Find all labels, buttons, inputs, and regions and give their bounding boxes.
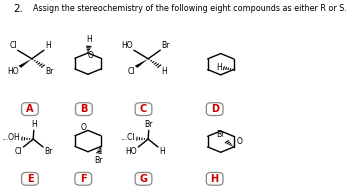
Text: HO: HO <box>126 147 137 157</box>
Text: F: F <box>80 174 86 184</box>
Text: D: D <box>211 104 219 114</box>
Text: HO: HO <box>7 67 19 76</box>
Text: ...Cl: ...Cl <box>120 133 134 143</box>
Text: H: H <box>216 63 222 72</box>
FancyBboxPatch shape <box>76 103 92 115</box>
Text: H: H <box>159 147 165 157</box>
FancyBboxPatch shape <box>206 172 223 185</box>
FancyBboxPatch shape <box>206 103 223 115</box>
FancyBboxPatch shape <box>22 172 38 185</box>
Text: C: C <box>140 104 147 114</box>
Text: B: B <box>80 104 88 114</box>
Text: O: O <box>237 137 243 146</box>
Text: O: O <box>81 123 86 132</box>
Text: Cl: Cl <box>9 41 17 50</box>
FancyBboxPatch shape <box>22 103 38 115</box>
Text: Br: Br <box>145 120 153 129</box>
Text: H: H <box>211 174 219 184</box>
Text: 2.: 2. <box>13 4 23 14</box>
Polygon shape <box>135 59 148 68</box>
Text: Assign the stereochemistry of the following eight compounds as either R or S.: Assign the stereochemistry of the follow… <box>33 4 347 13</box>
Text: H: H <box>86 35 92 44</box>
Text: H: H <box>31 120 37 129</box>
Text: Br: Br <box>94 156 103 165</box>
Text: Br: Br <box>44 147 52 157</box>
Text: HO: HO <box>121 41 133 50</box>
Text: G: G <box>140 174 147 184</box>
Text: H: H <box>45 41 51 50</box>
FancyBboxPatch shape <box>135 172 152 185</box>
Text: A: A <box>26 104 34 114</box>
FancyBboxPatch shape <box>75 172 92 185</box>
Text: Br: Br <box>45 67 53 76</box>
FancyBboxPatch shape <box>135 103 152 115</box>
Text: Br: Br <box>161 41 170 50</box>
Text: E: E <box>27 174 33 184</box>
Text: Br: Br <box>217 130 225 139</box>
Text: ...OH: ...OH <box>1 133 20 143</box>
Text: O: O <box>88 51 94 60</box>
Polygon shape <box>19 59 32 68</box>
Text: Cl: Cl <box>15 147 22 157</box>
Text: Cl: Cl <box>128 67 135 76</box>
Text: H: H <box>161 67 167 76</box>
